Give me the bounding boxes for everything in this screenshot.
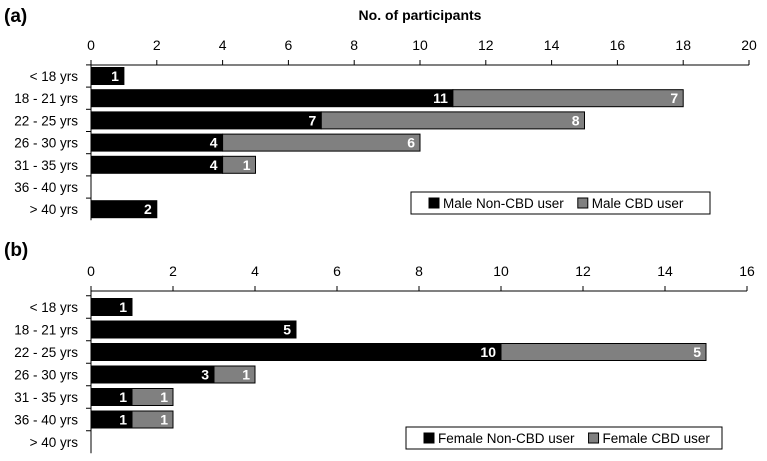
data-label: 1 (243, 157, 251, 173)
x-tick-label: 4 (251, 263, 259, 279)
bar-segment (90, 200, 158, 219)
data-label: 7 (670, 90, 678, 106)
legend-label: Female Non-CBD user (438, 431, 575, 446)
x-tick-label: 10 (412, 37, 428, 53)
legend-swatch (428, 197, 440, 209)
legend: Male Non-CBD user Male CBD user (410, 191, 711, 215)
x-tick-label: 18 (675, 37, 691, 53)
category-label: 36 - 40 yrs (14, 413, 78, 428)
x-tick-label: 10 (493, 263, 509, 279)
x-tick-label: 12 (575, 263, 591, 279)
data-label: 2 (144, 201, 152, 217)
category-label: 22 - 25 yrs (14, 345, 78, 360)
x-tick-label: 12 (478, 37, 494, 53)
data-label: 1 (119, 389, 127, 405)
data-label: 1 (111, 68, 119, 84)
bar-segment (213, 365, 256, 384)
data-label: 1 (160, 412, 168, 428)
bar-segment (90, 298, 133, 316)
data-label: 8 (572, 112, 580, 128)
bar-segment (222, 133, 421, 152)
data-label: 5 (693, 344, 701, 360)
x-tick-label: 6 (333, 263, 341, 279)
data-label: 4 (210, 135, 218, 151)
data-label: 6 (407, 135, 415, 151)
bar-segment (500, 343, 707, 361)
legend-swatch (577, 197, 589, 209)
bar-segment (452, 89, 684, 108)
legend-label: Male CBD user (592, 196, 684, 211)
data-label: 1 (242, 367, 250, 383)
bar-segment (90, 155, 224, 174)
x-tick-label: 8 (415, 263, 423, 279)
x-tick-label: 0 (87, 37, 95, 53)
data-label: 1 (119, 412, 127, 428)
bar-segment (90, 111, 322, 130)
panel-label: (b) (4, 240, 28, 261)
category-label: < 18 yrs (30, 300, 79, 315)
x-tick-label: 20 (741, 37, 757, 53)
x-tick-label: 2 (153, 37, 161, 53)
bar-segment (90, 67, 125, 85)
category-label: 36 - 40 yrs (14, 180, 78, 195)
category-label: 26 - 30 yrs (14, 136, 78, 151)
legend-frame (405, 426, 723, 450)
data-label: 10 (480, 344, 496, 360)
bar-segment (131, 388, 174, 406)
data-label: 4 (210, 157, 218, 173)
legend-label: Female CBD user (603, 431, 711, 446)
bar-segment (90, 320, 297, 339)
chart-panel-2: (b) 0 2 4 6 8 10 12 14 16 < 18 yrs 1 18 - 21 yrs 5 22 … (4, 240, 755, 454)
chart-title: No. of participants (359, 7, 482, 23)
data-label: 1 (119, 299, 127, 315)
legend-label: Male Non-CBD user (443, 196, 564, 211)
legend-swatch (423, 432, 435, 444)
category-label: 22 - 25 yrs (14, 113, 78, 128)
category-label: > 40 yrs (30, 202, 79, 217)
data-label: 3 (201, 367, 209, 383)
legend-frame (410, 191, 711, 215)
x-tick-label: 8 (350, 37, 358, 53)
bar-segment (90, 133, 224, 152)
category-label: 26 - 30 yrs (14, 368, 78, 383)
bar-segment (90, 89, 454, 108)
x-tick-label: 4 (219, 37, 227, 53)
bar-segment (90, 343, 502, 361)
bar-segment (320, 111, 585, 130)
category-label: < 18 yrs (30, 69, 79, 84)
x-tick-label: 14 (657, 263, 673, 279)
legend-swatch (588, 432, 600, 444)
category-label: 18 - 21 yrs (14, 323, 78, 338)
category-label: > 40 yrs (30, 435, 79, 450)
x-tick-label: 6 (285, 37, 293, 53)
data-label: 5 (283, 322, 291, 338)
data-label: 11 (433, 90, 448, 106)
category-label: 18 - 21 yrs (14, 91, 78, 106)
category-label: 31 - 35 yrs (14, 390, 78, 405)
legend: Female Non-CBD user Female CBD user (405, 426, 723, 450)
data-label: 7 (309, 112, 317, 128)
panel-label: (a) (4, 6, 27, 27)
data-label: 1 (160, 389, 168, 405)
x-tick-label: 2 (169, 263, 177, 279)
x-tick-label: 0 (87, 263, 95, 279)
bar-segment (90, 365, 215, 384)
x-tick-label: 14 (544, 37, 560, 53)
bar-segment (131, 410, 174, 429)
x-tick-label: 16 (610, 37, 626, 53)
bar-segment (222, 155, 257, 174)
x-tick-label: 16 (739, 263, 755, 279)
category-label: 31 - 35 yrs (14, 158, 78, 173)
